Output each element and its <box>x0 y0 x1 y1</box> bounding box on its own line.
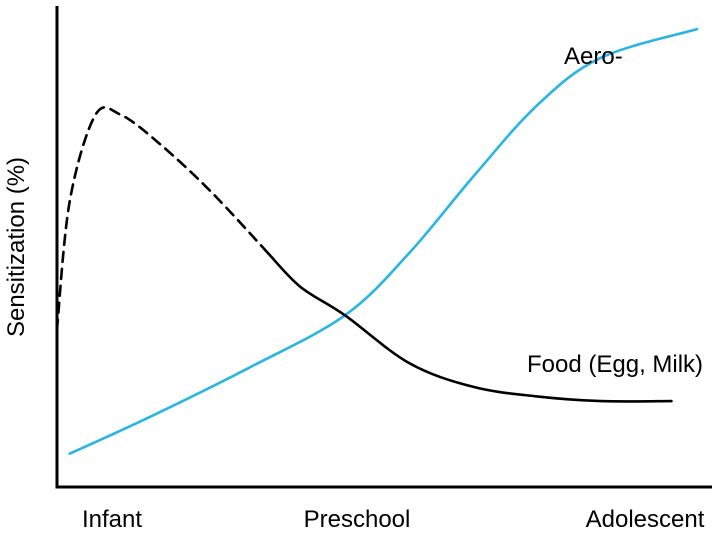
x-tick-label-adolescent: Adolescent <box>586 506 705 533</box>
series-line-food-dashed <box>55 106 270 331</box>
x-tick-labels: Infant Preschool Adolescent <box>82 506 705 533</box>
x-tick-label-infant: Infant <box>82 506 142 533</box>
y-axis-label: Sensitization (%) <box>3 157 30 337</box>
series-line-food-solid <box>266 252 673 403</box>
series-line-aero <box>68 27 699 455</box>
axes <box>55 6 712 489</box>
labels-layer: Sensitization (%) Aero- Food (Egg, Milk) <box>3 43 703 378</box>
series-label-aero: Aero- <box>564 43 623 70</box>
series-layer <box>55 27 699 455</box>
x-tick-label-preschool: Preschool <box>304 506 411 533</box>
series-label-food: Food (Egg, Milk) <box>527 351 703 378</box>
